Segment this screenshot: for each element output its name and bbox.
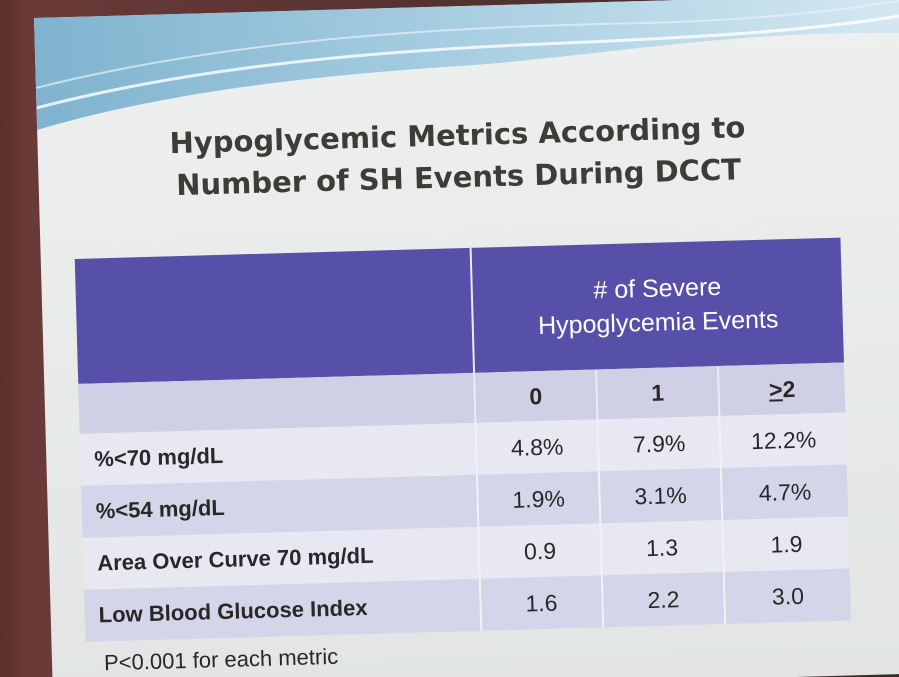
column-header-1: 1: [596, 366, 720, 420]
row-label: Low Blood Glucose Index: [83, 578, 482, 642]
table-header-row: # of Severe Hypoglycemia Events: [74, 237, 844, 384]
slide-wave-banner: [34, 0, 899, 130]
group-header-cell: # of Severe Hypoglycemia Events: [470, 237, 844, 373]
header-blank-cell: [74, 247, 475, 384]
row-value: 4.8%: [475, 419, 599, 475]
column-header-2: >2: [717, 362, 846, 417]
row-value: 1.6: [479, 575, 604, 631]
footnote: P<0.001 for each metric: [103, 643, 339, 676]
column-header-0: 0: [474, 369, 598, 423]
presentation-slide: Hypoglycemic Metrics According to Number…: [34, 0, 899, 677]
row-value: 1.9: [722, 516, 850, 572]
row-value: 2.2: [601, 571, 726, 628]
row-value: 12.2%: [719, 412, 847, 468]
row-value: 1.3: [600, 519, 724, 576]
row-value: 0.9: [478, 523, 602, 579]
row-value: 3.0: [723, 568, 852, 624]
row-value: 4.7%: [720, 464, 849, 520]
row-value: 7.9%: [597, 416, 721, 472]
metrics-table: # of Severe Hypoglycemia Events 0 1 >2 %…: [74, 237, 852, 642]
row-value: 1.9%: [476, 471, 601, 527]
column-header-2-prefix: >: [768, 375, 783, 403]
column-header-2-value: 2: [782, 375, 796, 402]
row-value: 3.1%: [598, 467, 723, 524]
